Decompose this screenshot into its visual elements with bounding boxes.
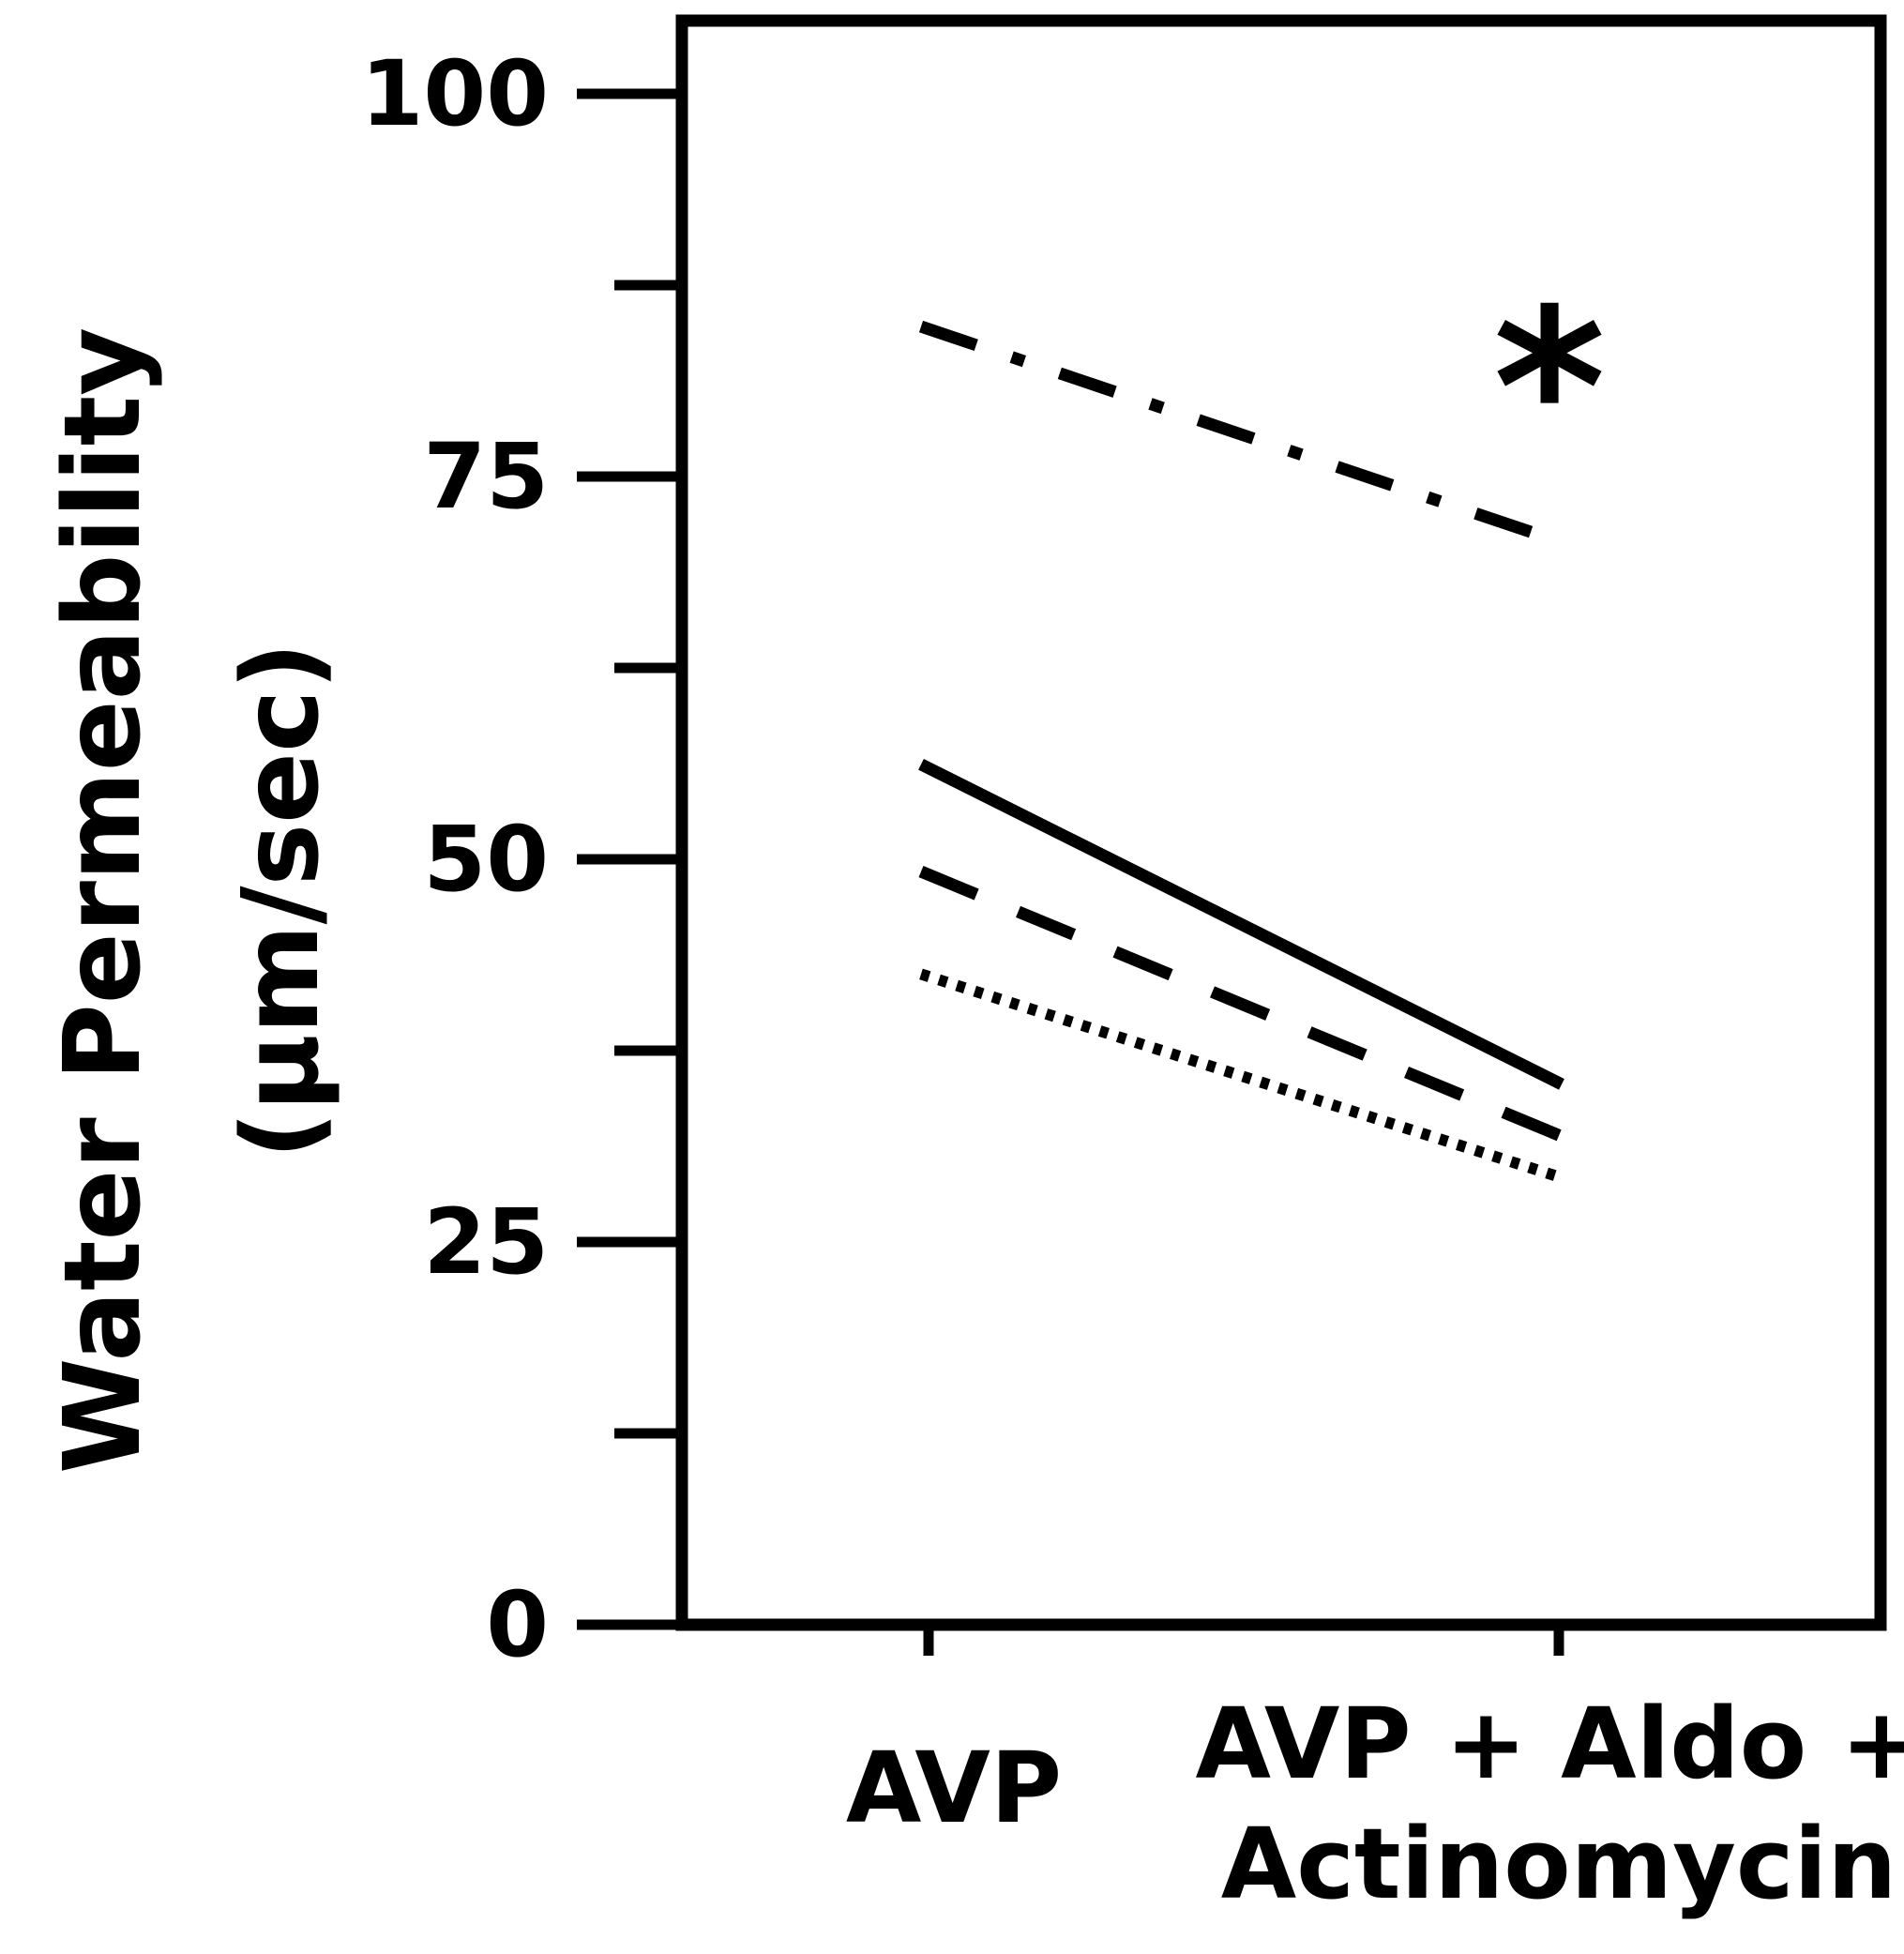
y-tick-label: 100 bbox=[361, 41, 549, 146]
plot-frame bbox=[675, 14, 1887, 1631]
y-axis-label: Water Permeability bbox=[42, 327, 164, 1474]
series-line-dashed bbox=[918, 866, 1564, 1143]
significance-asterisk: * bbox=[1493, 264, 1606, 514]
y-tick-label: 25 bbox=[423, 1189, 549, 1295]
y-axis-label-units: (µm/sec) bbox=[220, 642, 342, 1159]
x-category-label: AVP + Aldo + bbox=[1195, 1687, 1904, 1801]
y-tick-label: 75 bbox=[423, 424, 549, 529]
y-tick-label: 0 bbox=[486, 1572, 549, 1677]
y-tick-label: 50 bbox=[423, 807, 549, 912]
series-line-solid bbox=[918, 759, 1564, 1090]
series-line-dash-dot bbox=[918, 320, 1564, 549]
x-category-label: Actinomycin bbox=[1221, 1807, 1896, 1921]
x-category-label: AVP bbox=[846, 1731, 1062, 1845]
